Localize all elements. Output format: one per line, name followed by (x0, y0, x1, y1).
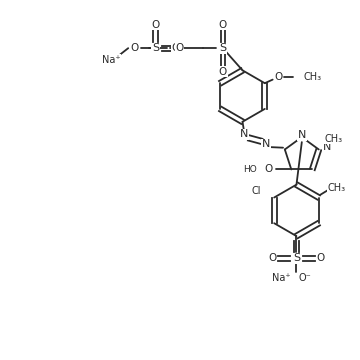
Text: CH₃: CH₃ (325, 134, 343, 144)
Text: CH₃: CH₃ (303, 72, 321, 82)
Text: HO: HO (243, 165, 257, 174)
Text: N: N (323, 142, 332, 152)
Text: N: N (262, 139, 270, 149)
Text: N: N (240, 129, 248, 139)
Text: O: O (172, 43, 180, 53)
Text: S: S (219, 43, 226, 53)
Text: O: O (268, 253, 276, 263)
Text: O: O (175, 43, 183, 53)
Text: S: S (293, 253, 300, 263)
Text: O: O (317, 253, 325, 263)
Text: O: O (264, 165, 272, 175)
Text: CH₃: CH₃ (328, 183, 346, 193)
Text: O: O (152, 19, 160, 30)
Text: O: O (130, 43, 138, 53)
Text: O: O (274, 72, 283, 82)
Text: N: N (298, 130, 306, 140)
Text: O⁻: O⁻ (298, 273, 311, 283)
Text: Na⁺: Na⁺ (102, 55, 120, 64)
Text: Cl: Cl (251, 186, 261, 196)
Text: O: O (219, 67, 227, 77)
Text: Na⁺: Na⁺ (273, 273, 291, 283)
Text: S: S (152, 43, 159, 53)
Text: O: O (219, 19, 227, 30)
